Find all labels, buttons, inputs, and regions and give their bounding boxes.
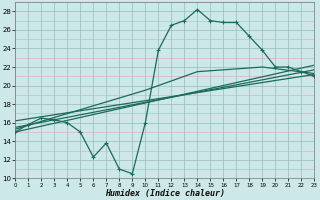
X-axis label: Humidex (Indice chaleur): Humidex (Indice chaleur) bbox=[105, 189, 225, 198]
